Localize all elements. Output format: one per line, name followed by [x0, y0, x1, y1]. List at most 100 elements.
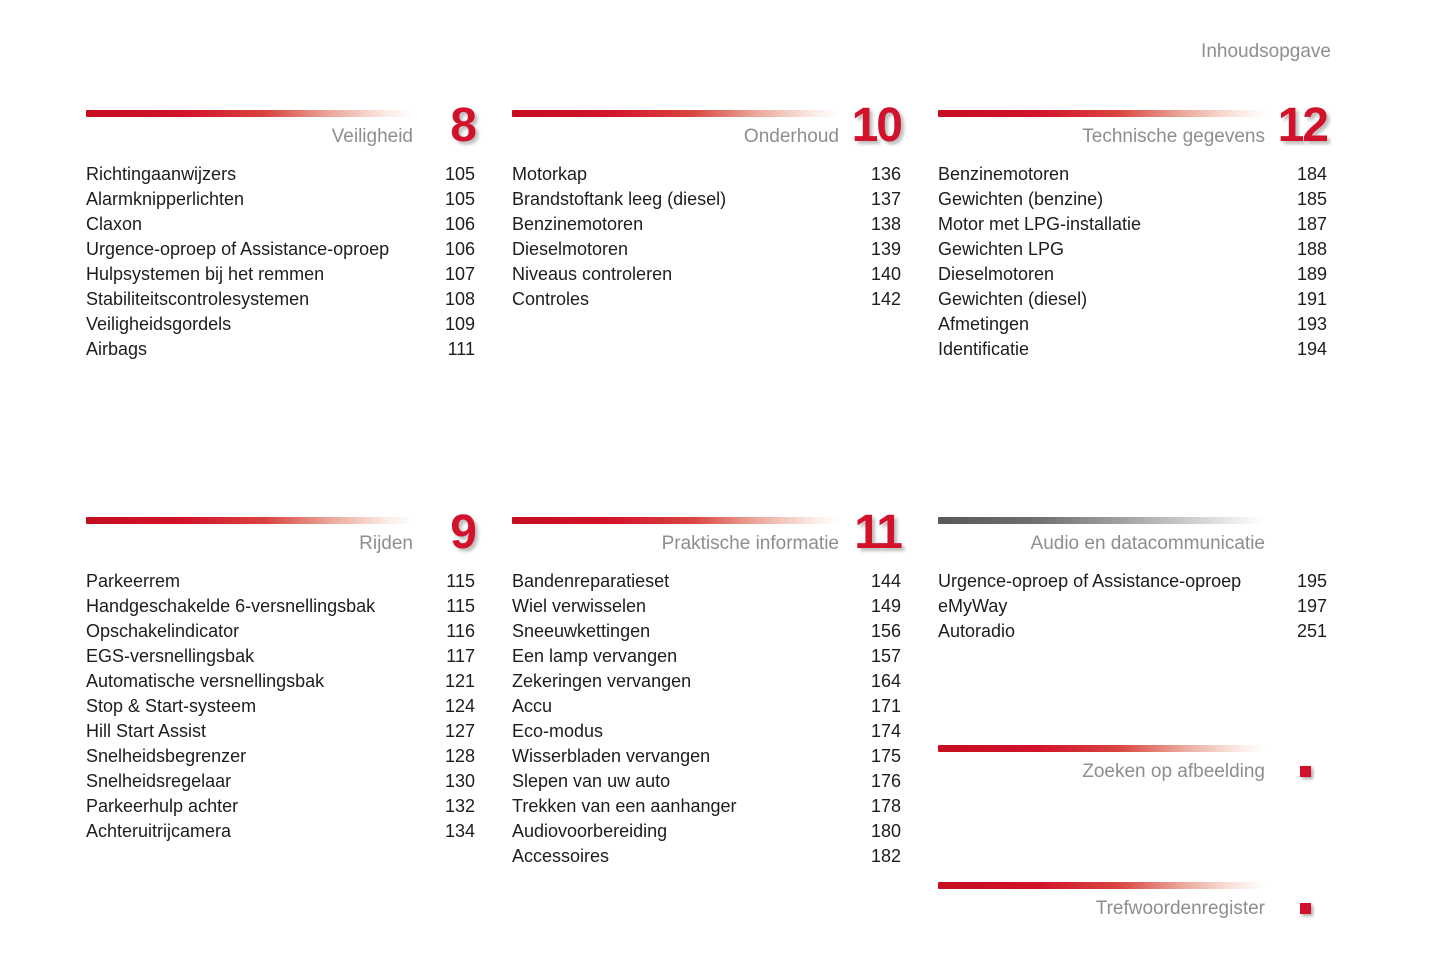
toc-item-label: Motorkap: [512, 164, 588, 184]
toc-item[interactable]: Snelheidsregelaar 130: [86, 769, 475, 794]
section-gradient-bar: [938, 110, 1265, 117]
toc-item[interactable]: Parkeerhulp achter 132: [86, 794, 475, 819]
chapter-number[interactable]: 11: [854, 506, 903, 559]
toc-item-page: 142: [870, 289, 901, 309]
toc-item-label: Parkeerrem: [86, 571, 181, 591]
toc-item-page: 175: [870, 746, 901, 766]
toc-item[interactable]: Alarmknipperlichten 105: [86, 187, 475, 212]
toc-item[interactable]: Afmetingen 193: [938, 312, 1327, 337]
toc-item-label: Niveaus controleren: [512, 264, 673, 284]
toc-item-label: eMyWay: [938, 596, 1008, 616]
toc-item-label: Slepen van uw auto: [512, 771, 671, 791]
toc-item[interactable]: Gewichten (diesel) 191: [938, 287, 1327, 312]
toc-item[interactable]: EGS-versnellingsbak 117: [86, 644, 475, 669]
section-veiligheid: 8 Veiligheid Richtingaanwijzers 105 Alar…: [86, 102, 477, 362]
toc-item[interactable]: Audiovoorbereiding 180: [512, 819, 901, 844]
toc-item[interactable]: Accessoires 182: [512, 844, 901, 869]
chapter-number[interactable]: 9: [450, 506, 477, 559]
toc-item[interactable]: Urgence-oproep of Assistance-oproep 195: [938, 569, 1327, 594]
toc-item-page: 106: [444, 214, 475, 234]
toc-item[interactable]: Slepen van uw auto 176: [512, 769, 901, 794]
toc-item[interactable]: Achteruitrijcamera 134: [86, 819, 475, 844]
section-gradient-bar: [512, 517, 839, 524]
toc-item[interactable]: Benzinemotoren 184: [938, 162, 1327, 187]
section-link-title[interactable]: Trefwoordenregister: [1095, 898, 1265, 919]
toc-item-page: 116: [446, 621, 475, 641]
toc-item[interactable]: Motorkap 136: [512, 162, 901, 187]
toc-item-page: 156: [870, 621, 901, 641]
toc-item-page: 105: [444, 164, 475, 184]
toc-item-page: 189: [1296, 264, 1327, 284]
toc-item[interactable]: Zekeringen vervangen 164: [512, 669, 901, 694]
toc-item-label: Gewichten LPG: [938, 239, 1065, 259]
section-gradient-bar: [86, 517, 413, 524]
toc-item-label: Wiel verwisselen: [512, 596, 647, 616]
toc-item-label: Trekken van een aanhanger: [512, 796, 737, 816]
toc-item-list: Benzinemotoren 184 Gewichten (benzine) 1…: [938, 162, 1327, 362]
toc-item[interactable]: Dieselmotoren 139: [512, 237, 901, 262]
toc-item-page: 149: [870, 596, 901, 616]
toc-item[interactable]: Identificatie 194: [938, 337, 1327, 362]
toc-item[interactable]: Snelheidsbegrenzer 128: [86, 744, 475, 769]
toc-item[interactable]: Trekken van een aanhanger 178: [512, 794, 901, 819]
toc-item[interactable]: Hulpsystemen bij het remmen 107: [86, 262, 475, 287]
toc-item[interactable]: Sneeuwkettingen 156: [512, 619, 901, 644]
toc-item[interactable]: Richtingaanwijzers 105: [86, 162, 475, 187]
toc-item[interactable]: Claxon 106: [86, 212, 475, 237]
section-trefwoordenregister: Trefwoordenregister: [938, 882, 1327, 921]
toc-item-list: Richtingaanwijzers 105 Alarmknipperlicht…: [86, 162, 475, 362]
toc-item-label: Snelheidsbegrenzer: [86, 746, 247, 766]
toc-item-label: Identificatie: [938, 339, 1030, 359]
toc-item-label: Benzinemotoren: [512, 214, 644, 234]
toc-item-label: Afmetingen: [938, 314, 1030, 334]
toc-item[interactable]: Gewichten LPG 188: [938, 237, 1327, 262]
toc-item[interactable]: Dieselmotoren 189: [938, 262, 1327, 287]
toc-item[interactable]: Controles 142: [512, 287, 901, 312]
toc-item[interactable]: Veiligheidsgordels 109: [86, 312, 475, 337]
toc-item[interactable]: Automatische versnellingsbak 121: [86, 669, 475, 694]
toc-item[interactable]: Bandenreparatieset 144: [512, 569, 901, 594]
toc-item[interactable]: Een lamp vervangen 157: [512, 644, 901, 669]
section-technische-gegevens: 12 Technische gegevens Benzinemotoren 18…: [938, 102, 1329, 362]
toc-item-page: 107: [444, 264, 475, 284]
toc-item-page: 139: [870, 239, 901, 259]
toc-item[interactable]: Opschakelindicator 116: [86, 619, 475, 644]
toc-item[interactable]: Wisserbladen vervangen 175: [512, 744, 901, 769]
toc-item[interactable]: Gewichten (benzine) 185: [938, 187, 1327, 212]
toc-item[interactable]: Wiel verwisselen 149: [512, 594, 901, 619]
section-title: Rijden: [359, 533, 413, 554]
toc-item-page: 176: [870, 771, 901, 791]
toc-item[interactable]: Parkeerrem 115: [86, 569, 475, 594]
section-link-title[interactable]: Zoeken op afbeelding: [1082, 761, 1265, 782]
chapter-number[interactable]: 10: [851, 99, 903, 152]
toc-item[interactable]: eMyWay 197: [938, 594, 1327, 619]
toc-item[interactable]: Brandstoftank leeg (diesel) 137: [512, 187, 901, 212]
toc-item-label: EGS-versnellingsbak: [86, 646, 255, 666]
toc-item-page: 157: [870, 646, 901, 666]
toc-item-label: Hill Start Assist: [86, 721, 207, 741]
toc-item[interactable]: Niveaus controleren 140: [512, 262, 901, 287]
toc-item-page: 164: [870, 671, 901, 691]
toc-item[interactable]: Airbags 111: [86, 337, 475, 362]
toc-item[interactable]: Stabiliteitscontrolesystemen 108: [86, 287, 475, 312]
toc-item[interactable]: Stop & Start-systeem 124: [86, 694, 475, 719]
toc-item[interactable]: Accu 171: [512, 694, 901, 719]
toc-item-label: Accessoires: [512, 846, 610, 866]
toc-item-label: Opschakelindicator: [86, 621, 240, 641]
toc-item[interactable]: Urgence-oproep of Assistance-oproep 106: [86, 237, 475, 262]
toc-item-page: 194: [1296, 339, 1327, 359]
toc-item-label: Automatische versnellingsbak: [86, 671, 325, 691]
toc-item[interactable]: Eco-modus 174: [512, 719, 901, 744]
toc-item[interactable]: Handgeschakelde 6-versnellingsbak 115: [86, 594, 475, 619]
chapter-number[interactable]: 12: [1277, 99, 1329, 152]
chapter-number[interactable]: 8: [450, 99, 477, 152]
toc-item[interactable]: Hill Start Assist 127: [86, 719, 475, 744]
toc-item-page: 137: [870, 189, 901, 209]
page-title: Inhoudsopgave: [1201, 41, 1331, 62]
toc-item-label: Urgence-oproep of Assistance-oproep: [938, 571, 1242, 591]
toc-item[interactable]: Motor met LPG-installatie 187: [938, 212, 1327, 237]
toc-item-page: 178: [870, 796, 901, 816]
toc-item[interactable]: Benzinemotoren 138: [512, 212, 901, 237]
toc-item[interactable]: Autoradio 251: [938, 619, 1327, 644]
toc-item-label: Achteruitrijcamera: [86, 821, 232, 841]
